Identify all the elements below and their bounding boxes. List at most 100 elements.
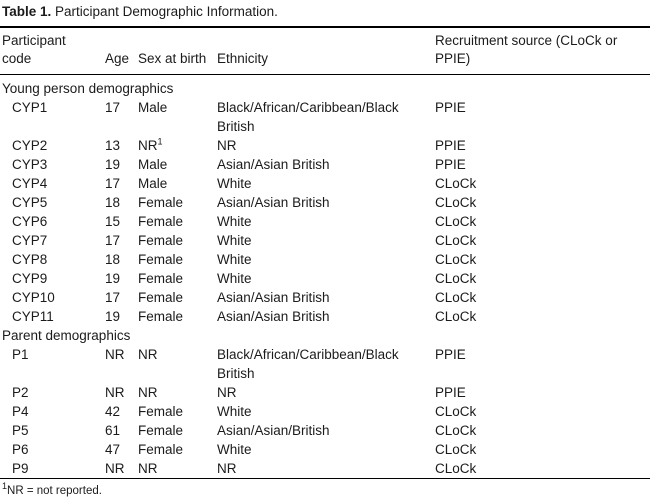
cell-ethnicity: White	[217, 404, 252, 419]
table-row: CYP3 19 Male Asian/Asian British PPIE	[0, 155, 650, 174]
cell-recruitment-source: CLoCk	[435, 271, 477, 286]
cell-ethnicity: Asian/Asian/British	[217, 423, 330, 438]
col-header-age: Age	[105, 27, 138, 75]
cell-ethnicity: Asian/Asian British	[217, 309, 330, 324]
cell-participant-code: CYP11	[12, 309, 54, 324]
cell-participant-code: CYP7	[12, 233, 48, 248]
cell-recruitment-source: CLoCk	[435, 252, 477, 267]
table-row: P5 61 Female Asian/Asian/British CLoCk	[0, 421, 650, 440]
table-row: P6 47 Female White CLoCk	[0, 440, 650, 459]
table-row: P1 NR NR Black/African/Caribbean/Black Brit…	[0, 345, 650, 383]
cell-recruitment-source: CLoCk	[435, 290, 477, 305]
section-label: Parent demographics	[2, 328, 131, 343]
table-row: CYP9 19 Female White CLoCk	[0, 269, 650, 288]
section-label: Young person demographics	[2, 81, 174, 96]
cell-participant-code: CYP10	[12, 290, 55, 305]
cell-ethnicity: White	[217, 442, 252, 457]
cell-recruitment-source: CLoCk	[435, 195, 477, 210]
table-caption: Participant Demographic Information.	[55, 4, 278, 19]
table-row: CYP6 15 Female White CLoCk	[0, 212, 650, 231]
cell-recruitment-source: PPIE	[435, 385, 466, 400]
cell-participant-code: P9	[12, 461, 29, 476]
cell-participant-code: P6	[12, 442, 29, 457]
cell-ethnicity: Asian/Asian British	[217, 290, 330, 305]
table-row: CYP5 18 Female Asian/Asian British CLoCk	[0, 193, 650, 212]
footnote-text: NR = not reported.	[7, 485, 102, 497]
cell-ethnicity: NR	[217, 461, 237, 476]
table-row: P4 42 Female White CLoCk	[0, 402, 650, 421]
cell-sex-at-birth: Female	[138, 214, 184, 229]
cell-ethnicity: NR	[217, 138, 237, 153]
cell-age: 17	[105, 176, 121, 191]
cell-recruitment-source: CLoCk	[435, 233, 477, 248]
cell-recruitment-source: PPIE	[435, 100, 466, 115]
cell-participant-code: CYP2	[12, 138, 48, 153]
cell-sex-at-birth: Female	[138, 271, 184, 286]
cell-sex-at-birth: NR	[138, 385, 158, 400]
cell-ethnicity: Asian/Asian British	[217, 157, 330, 172]
cell-ethnicity: NR	[217, 385, 237, 400]
cell-recruitment-source: CLoCk	[435, 404, 477, 419]
cell-participant-code: CYP3	[12, 157, 48, 172]
table-row: CYP7 17 Female White CLoCk	[0, 231, 650, 250]
table-row: CYP11 19 Female Asian/Asian British CLoCk	[0, 307, 650, 326]
table-row: CYP1 17 Male Black/African/Caribbean/Black …	[0, 98, 650, 136]
section-row: Young person demographics	[0, 75, 650, 99]
cell-age: NR	[105, 461, 125, 476]
cell-participant-code: CYP4	[12, 176, 48, 191]
demographics-table: Participant code Age Sex at birth Ethnic…	[0, 26, 650, 479]
cell-ethnicity: White	[217, 271, 252, 286]
header-row: Participant code Age Sex at birth Ethnic…	[0, 27, 650, 75]
table-row: CYP10 17 Female Asian/Asian British CLoCk	[0, 288, 650, 307]
cell-age: 13	[105, 138, 121, 153]
cell-recruitment-source: PPIE	[435, 347, 466, 362]
cell-recruitment-source: CLoCk	[435, 442, 477, 457]
cell-age: 19	[105, 271, 121, 286]
table-row: P9 NR NR NR CLoCk	[0, 459, 650, 479]
cell-recruitment-source: PPIE	[435, 157, 466, 172]
cell-age: 42	[105, 404, 121, 419]
cell-age: 17	[105, 100, 121, 115]
table-body: Young person demographics CYP1 17 Male Black…	[0, 75, 650, 479]
cell-sex-at-birth: Female	[138, 404, 184, 419]
col-header-participant-code: Participant code	[0, 27, 105, 75]
footnote-marker: 1	[2, 481, 8, 492]
cell-sex-at-birth: Female	[138, 233, 184, 248]
cell-participant-code: CYP5	[12, 195, 48, 210]
cell-age: 61	[105, 423, 121, 438]
table-row: CYP4 17 Male White CLoCk	[0, 174, 650, 193]
cell-recruitment-source: CLoCk	[435, 214, 477, 229]
cell-age: 17	[105, 233, 121, 248]
cell-recruitment-source: CLoCk	[435, 309, 477, 324]
cell-sex-at-birth: Female	[138, 252, 184, 267]
cell-recruitment-source: CLoCk	[435, 423, 477, 438]
col-header-sex-at-birth: Sex at birth	[138, 27, 217, 75]
cell-sex-at-birth: Male	[138, 157, 168, 172]
table-row: CYP2 13 NR1 NR PPIE	[0, 136, 650, 155]
cell-age: 19	[105, 157, 121, 172]
cell-sex-at-birth: NR	[138, 461, 158, 476]
table-number: Table 1.	[2, 4, 52, 19]
cell-ethnicity: Black/African/Caribbean/Black British	[217, 347, 399, 381]
cell-participant-code: CYP8	[12, 252, 48, 267]
table-title: Table 1. Participant Demographic Informa…	[0, 3, 650, 20]
section-row: Parent demographics	[0, 326, 650, 345]
cell-age: 47	[105, 442, 121, 457]
cell-sex-at-birth: Female	[138, 195, 184, 210]
cell-sex-at-birth: Female	[138, 290, 184, 305]
cell-sex-at-birth: NR	[138, 347, 158, 362]
cell-ethnicity: Asian/Asian British	[217, 195, 330, 210]
cell-age: 18	[105, 252, 121, 267]
cell-sex-at-birth: Female	[138, 423, 184, 438]
cell-age: 17	[105, 290, 121, 305]
cell-recruitment-source: PPIE	[435, 138, 466, 153]
cell-ethnicity: White	[217, 176, 252, 191]
cell-sex-at-birth: Male	[138, 176, 168, 191]
col-header-ethnicity: Ethnicity	[217, 27, 435, 75]
cell-participant-code: CYP1	[12, 100, 48, 115]
cell-age: 18	[105, 195, 121, 210]
table-footnote: 1NR = not reported.	[0, 481, 650, 498]
sex-footnote-marker: 1	[157, 136, 163, 147]
cell-participant-code: P5	[12, 423, 29, 438]
